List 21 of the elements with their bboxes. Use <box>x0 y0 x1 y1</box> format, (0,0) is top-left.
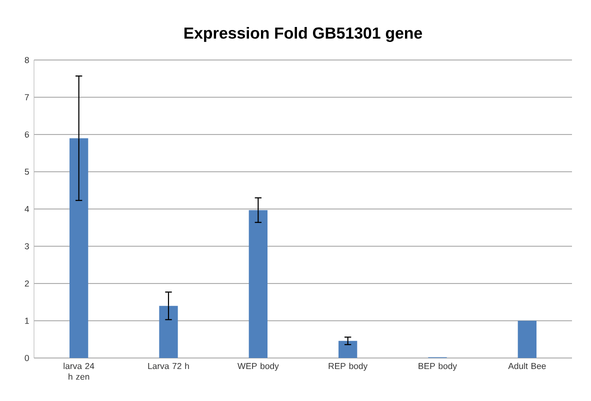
x-tick-label: Adult Bee <box>508 362 546 370</box>
chart-title: Expression Fold GB51301 gene <box>184 26 422 42</box>
y-tick-label: 3 <box>24 243 29 250</box>
y-tick-label: 2 <box>24 280 29 287</box>
y-tick-label: 5 <box>24 168 29 175</box>
bar <box>159 306 178 358</box>
y-tick-label: 6 <box>24 131 29 138</box>
x-tick-label: larva 24 h zen <box>64 362 94 380</box>
y-tick-label: 4 <box>24 206 30 212</box>
bar <box>338 340 358 358</box>
bar <box>518 320 536 358</box>
x-tick-label: WEP body <box>238 362 279 371</box>
bar <box>248 210 268 358</box>
y-tick-label: 7 <box>24 94 29 100</box>
y-tick-label: 0 <box>24 354 29 362</box>
y-tick-label: 1 <box>25 318 29 324</box>
y-tick-label: 8 <box>24 56 29 64</box>
bar <box>70 138 88 358</box>
x-tick-label: REP body <box>328 362 368 371</box>
x-tick-label: Larva 72 h <box>148 362 189 370</box>
x-tick-label: BEP body <box>418 362 457 371</box>
